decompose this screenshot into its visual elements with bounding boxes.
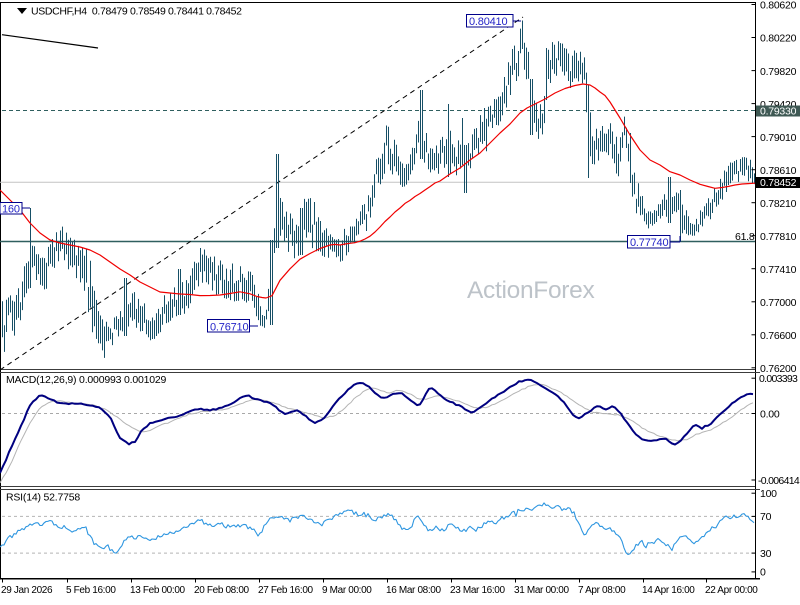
svg-text:31 Mar 00:00: 31 Mar 00:00: [514, 585, 570, 596]
svg-text:23 Mar 16:00: 23 Mar 16:00: [450, 585, 506, 596]
svg-text:9 Mar 00:00: 9 Mar 00:00: [322, 585, 372, 596]
svg-text:0.76710: 0.76710: [210, 322, 248, 334]
svg-text:0.79330: 0.79330: [760, 105, 797, 117]
svg-text:7 Apr 08:00: 7 Apr 08:00: [578, 585, 626, 596]
svg-text:0.80410: 0.80410: [469, 16, 507, 28]
svg-text:0.00: 0.00: [760, 408, 780, 420]
svg-text:MACD(12,26,9) 0.000993 0.00102: MACD(12,26,9) 0.000993 0.001029: [6, 374, 167, 386]
svg-text:70: 70: [760, 511, 772, 523]
svg-text:0.77410: 0.77410: [760, 264, 797, 276]
svg-text:13 Feb 00:00: 13 Feb 00:00: [130, 585, 186, 596]
svg-text:RSI(14) 52.7758: RSI(14) 52.7758: [6, 492, 80, 504]
svg-text:0.77810: 0.77810: [760, 231, 797, 243]
svg-text:-0.006414: -0.006414: [758, 475, 800, 487]
svg-text:29 Jan 2026: 29 Jan 2026: [1, 585, 53, 596]
svg-text:30: 30: [760, 548, 772, 560]
svg-text:160: 160: [2, 204, 20, 216]
svg-text:0.79820: 0.79820: [760, 66, 797, 78]
svg-text:0.80220: 0.80220: [760, 33, 797, 45]
svg-text:16 Mar 08:00: 16 Mar 08:00: [386, 585, 442, 596]
svg-text:ActionForex: ActionForex: [467, 277, 594, 304]
svg-text:22 Apr 00:00: 22 Apr 00:00: [705, 585, 758, 596]
svg-text:27 Feb 16:00: 27 Feb 16:00: [258, 585, 314, 596]
svg-text:20 Feb 08:00: 20 Feb 08:00: [194, 585, 250, 596]
svg-text:5 Feb 16:00: 5 Feb 16:00: [66, 585, 116, 596]
svg-text:0.78210: 0.78210: [760, 198, 797, 210]
svg-text:USDCHF,H4 0.78479 0.78549 0.7: USDCHF,H4 0.78479 0.78549 0.78441 0.7845…: [31, 6, 242, 18]
svg-text:0.003393: 0.003393: [759, 373, 798, 385]
svg-text:0.78610: 0.78610: [760, 165, 797, 177]
svg-text:100: 100: [760, 488, 777, 500]
svg-text:0.77740: 0.77740: [630, 237, 668, 249]
svg-text:0.79010: 0.79010: [760, 132, 797, 144]
svg-text:61.8: 61.8: [735, 231, 755, 243]
svg-text:0: 0: [760, 567, 766, 579]
svg-text:0.76600: 0.76600: [760, 330, 797, 342]
svg-text:0.77000: 0.77000: [760, 297, 797, 309]
svg-text:0.76200: 0.76200: [760, 363, 797, 375]
svg-text:14 Apr 16:00: 14 Apr 16:00: [642, 585, 695, 596]
svg-text:0.78452: 0.78452: [760, 177, 797, 189]
svg-text:0.80620: 0.80620: [760, 0, 797, 12]
